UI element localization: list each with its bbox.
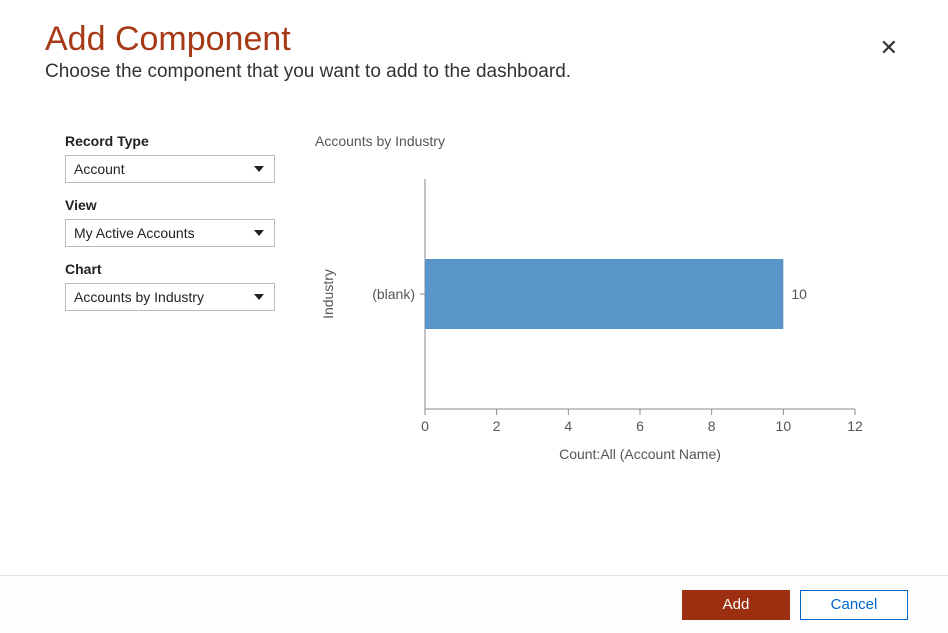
chart-title: Accounts by Industry [315, 133, 903, 149]
chart-select[interactable]: Accounts by Industry [65, 283, 275, 311]
dialog-footer: Add Cancel [0, 575, 948, 633]
svg-text:6: 6 [636, 418, 644, 434]
dialog-subtitle: Choose the component that you want to ad… [45, 61, 903, 83]
svg-text:Industry: Industry [320, 269, 336, 319]
view-label: View [65, 197, 275, 213]
close-button[interactable]: ✕ [880, 35, 898, 61]
chart-value: Accounts by Industry [74, 289, 266, 305]
content-row: Record Type Account View My Active Accou… [45, 133, 903, 489]
svg-text:0: 0 [421, 418, 429, 434]
add-button[interactable]: Add [682, 590, 790, 620]
chart-label: Chart [65, 261, 275, 277]
chart-preview: Accounts by Industry 0 2 4 6 8 10 12 (blank) 10 C… [305, 133, 903, 489]
svg-text:4: 4 [564, 418, 572, 434]
record-type-label: Record Type [65, 133, 275, 149]
svg-text:10: 10 [776, 418, 792, 434]
view-select[interactable]: My Active Accounts [65, 219, 275, 247]
bar-chart: 0 2 4 6 8 10 12 (blank) 10 Count:All (Account Nam… [305, 159, 895, 489]
record-type-select[interactable]: Account [65, 155, 275, 183]
form-column: Record Type Account View My Active Accou… [45, 133, 275, 489]
svg-text:12: 12 [847, 418, 863, 434]
cancel-button[interactable]: Cancel [800, 590, 908, 620]
svg-text:(blank): (blank) [372, 286, 415, 302]
svg-text:8: 8 [708, 418, 716, 434]
svg-text:Count:All (Account Name): Count:All (Account Name) [559, 446, 721, 462]
dialog-title: Add Component [45, 20, 903, 59]
chevron-down-icon [254, 166, 264, 172]
close-icon: ✕ [880, 35, 898, 60]
add-component-dialog: ✕ Add Component Choose the component tha… [0, 0, 948, 633]
view-value: My Active Accounts [74, 225, 266, 241]
record-type-value: Account [74, 161, 266, 177]
svg-text:2: 2 [493, 418, 501, 434]
chevron-down-icon [254, 230, 264, 236]
svg-text:10: 10 [791, 286, 807, 302]
chevron-down-icon [254, 294, 264, 300]
